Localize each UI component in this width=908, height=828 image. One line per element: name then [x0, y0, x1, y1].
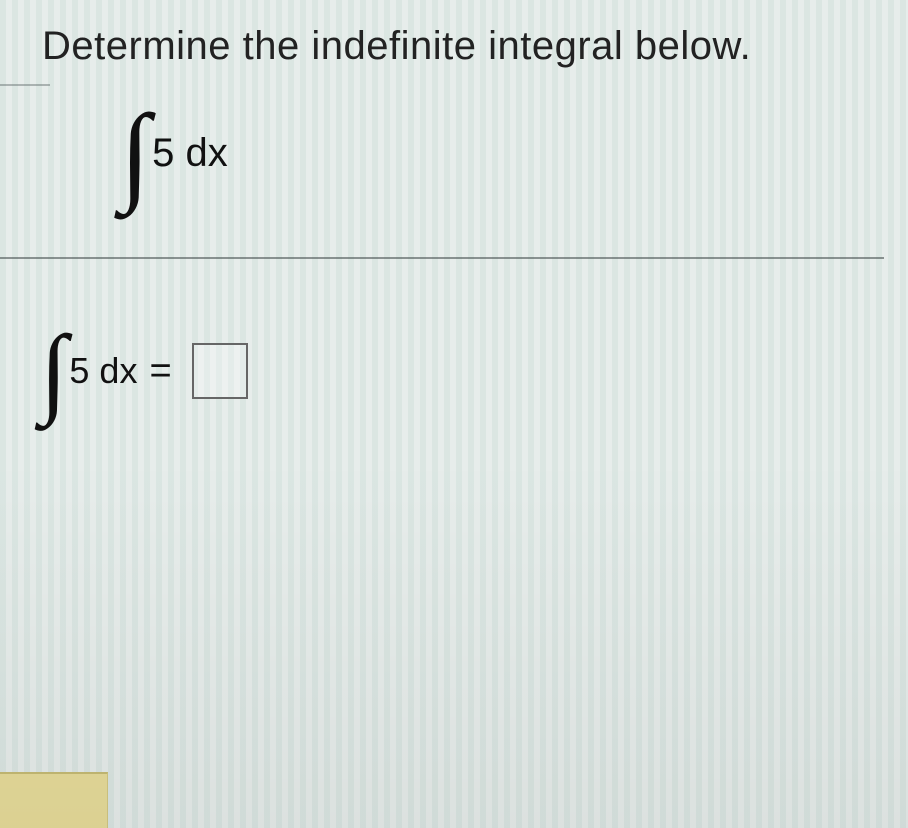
equals-sign: = — [149, 350, 171, 393]
answer-expression: ∫ 5 dx = — [40, 331, 884, 411]
question-prompt: Determine the indefinite integral below. — [42, 24, 884, 69]
integral-icon: ∫ — [40, 331, 67, 411]
integrand-text: 5 dx — [152, 131, 228, 176]
integrand-text: 5 dx — [69, 350, 137, 392]
top-edge-rule — [0, 84, 50, 86]
answer-input[interactable] — [192, 343, 248, 399]
section-divider — [0, 257, 884, 259]
problem-expression: ∫ 5 dx — [120, 109, 884, 197]
bottom-tab — [0, 772, 108, 828]
integral-icon: ∫ — [120, 109, 150, 197]
question-panel: Determine the indefinite integral below.… — [0, 0, 908, 828]
